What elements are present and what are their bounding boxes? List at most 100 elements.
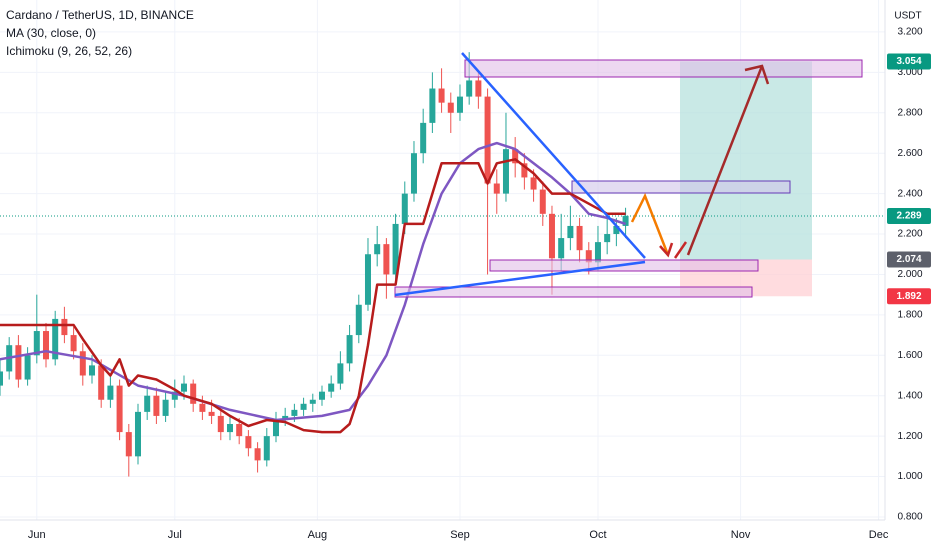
arrow: [686, 65, 764, 256]
candle-body: [410, 153, 417, 194]
candle-body: [392, 223, 399, 275]
candle-body: [263, 436, 270, 461]
candle-body: [61, 318, 68, 336]
candle-body: [622, 215, 629, 226]
y-tick-label: 2.200: [897, 229, 922, 240]
candle-body: [502, 149, 509, 194]
x-tick-label: Jul: [168, 529, 182, 541]
candle-body: [217, 415, 224, 433]
price-badge: [887, 251, 931, 268]
zone: [464, 59, 863, 78]
trend-line: [394, 260, 646, 297]
candle-body: [558, 238, 565, 259]
arrow: [673, 241, 688, 259]
candle-body: [328, 383, 335, 392]
candle-body: [539, 189, 546, 214]
price-badge-label: 2.289: [896, 211, 921, 222]
candle-body: [15, 345, 22, 380]
candle-body: [548, 213, 555, 259]
candle-body: [272, 419, 279, 437]
candle-body: [576, 225, 583, 251]
candle-body: [52, 318, 59, 360]
y-tick-label: 2.400: [897, 188, 922, 199]
candle-body: [153, 395, 160, 416]
candle-body: [70, 335, 77, 352]
candle-body: [429, 88, 436, 123]
candle-body: [107, 385, 114, 400]
chart-title: Cardano / TetherUS, 1D, BINANCE: [6, 8, 194, 22]
candle-body: [171, 391, 178, 400]
candle-body: [521, 163, 528, 178]
candle-body: [337, 363, 344, 384]
price-badge: [887, 208, 931, 225]
x-tick-label: Sep: [450, 529, 470, 541]
y-tick-label: 1.200: [897, 431, 922, 442]
profit-zone: [680, 61, 812, 260]
price-badge-label: 1.892: [896, 291, 921, 302]
candle-body: [456, 96, 463, 113]
price-badge-label: 3.054: [896, 56, 921, 67]
axes: 0.800 1.000 1.200 1.400 1.600 1.800 2.000 2.200…: [28, 27, 931, 541]
candle-body: [300, 403, 307, 410]
y-tick-label: 2.600: [897, 148, 922, 159]
candle-body: [355, 304, 362, 336]
candle-body: [254, 448, 261, 461]
candle-body: [125, 432, 132, 457]
candle-body: [346, 335, 353, 364]
candle-body: [180, 383, 187, 392]
candle-body: [364, 254, 371, 305]
y-tick-label: 1.000: [897, 471, 922, 482]
candle-body: [466, 80, 473, 97]
candle-body: [438, 88, 445, 103]
candle-body: [24, 355, 31, 380]
x-tick-label: Oct: [589, 529, 606, 541]
y-tick-label: 3.200: [897, 27, 922, 38]
indicator-lines: [0, 141, 626, 434]
candle-body: [79, 351, 86, 376]
x-tick-label: Dec: [869, 529, 889, 541]
candle-body: [226, 424, 233, 433]
candle-body: [585, 250, 592, 263]
candle-body: [567, 225, 574, 239]
candle-body: [604, 234, 611, 243]
candle-body: [291, 409, 298, 416]
arrow-head: [744, 64, 770, 85]
candle-body: [190, 383, 197, 404]
legend-entry: MA (30, close, 0): [6, 26, 96, 40]
drawings: [394, 52, 863, 298]
candle-body: [144, 395, 151, 412]
candle-body: [134, 411, 141, 457]
candle-body: [208, 411, 215, 416]
candle-body: [199, 403, 206, 412]
unit-label: USDT: [894, 11, 921, 22]
candle-body: [374, 244, 381, 255]
candle-body: [162, 399, 169, 416]
y-tick-label: 3.000: [897, 67, 922, 78]
y-tick-label: 0.800: [897, 512, 922, 523]
y-tick-label: 2.800: [897, 107, 922, 118]
candle-body: [88, 365, 95, 376]
y-tick-label: 1.800: [897, 310, 922, 321]
candle-body: [530, 177, 537, 190]
price-badge: [887, 288, 931, 305]
candle-body: [33, 331, 40, 356]
trend-line: [461, 52, 646, 259]
x-tick-label: Nov: [731, 529, 751, 541]
x-tick-label: Aug: [308, 529, 328, 541]
candle-body: [383, 244, 390, 275]
candle-body: [613, 225, 620, 235]
candle-body: [0, 371, 3, 386]
candle-body: [512, 149, 519, 164]
price-badge-label: 2.074: [896, 254, 921, 265]
candle-body: [484, 96, 491, 184]
candle-body: [116, 385, 123, 433]
arrow: [630, 192, 670, 256]
candle-body: [236, 424, 243, 437]
y-tick-label: 2.000: [897, 269, 922, 280]
candle-body: [98, 365, 105, 400]
y-tick-label: 1.400: [897, 390, 922, 401]
candle-body: [245, 436, 252, 449]
y-tick-label: 1.600: [897, 350, 922, 361]
candle-body: [420, 122, 427, 154]
